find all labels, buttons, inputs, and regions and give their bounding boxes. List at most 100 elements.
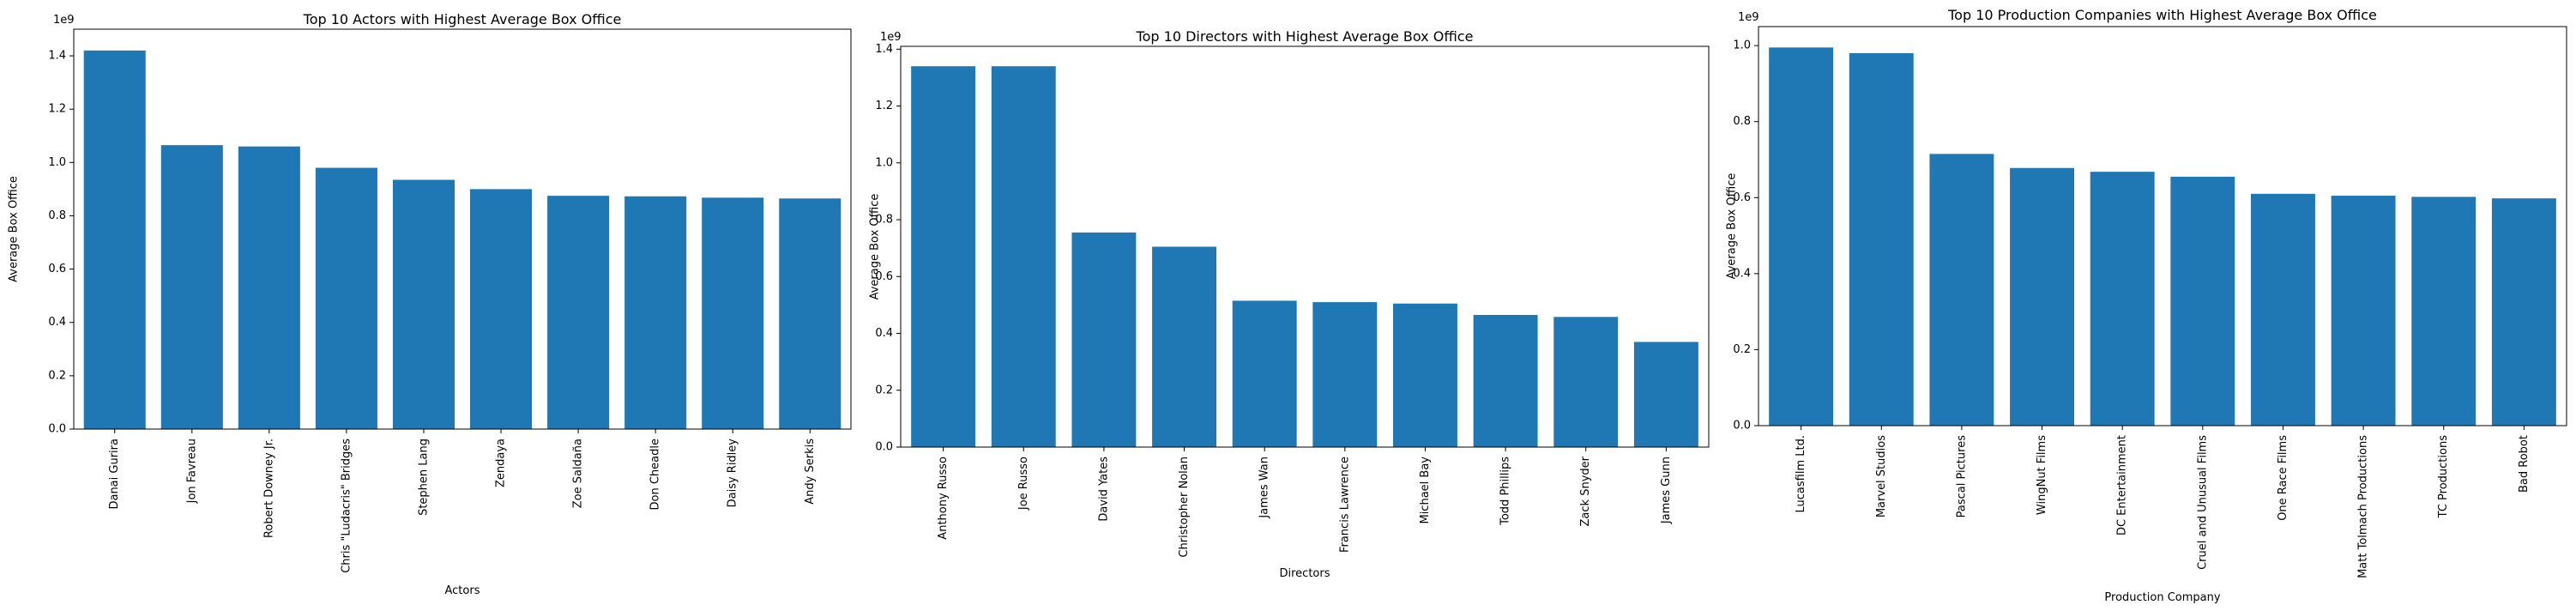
bar xyxy=(2010,167,2074,426)
bar xyxy=(238,146,300,429)
x-axis-label: Production Company xyxy=(2104,591,2220,604)
x-tick-label: DC Entertainment xyxy=(2116,435,2129,535)
y-tick-label: 0.8 xyxy=(875,214,893,227)
chart-panel-2: Anthony Russo Joe Russo David Yates Christo… xyxy=(869,28,1710,580)
bar xyxy=(779,198,842,429)
bar xyxy=(1849,53,1914,426)
y-tick-label: 0.0 xyxy=(48,423,66,436)
bar xyxy=(1769,47,1834,426)
bar xyxy=(2491,198,2556,426)
x-tick-label: Matt Tolmach Productions xyxy=(2357,435,2370,578)
x-tick-label: Zendaya xyxy=(495,439,508,487)
chart-panel-3: Lucasfilm Ltd. Marvel Studios Pascal Pictu… xyxy=(1726,7,2567,604)
x-tick-label: Chris "Ludacris" Bridges xyxy=(340,439,353,573)
y-tick-label: 1.2 xyxy=(875,100,893,112)
y-tick-label: 1.0 xyxy=(48,156,66,169)
y-offset-text: 1e9 xyxy=(880,31,902,44)
y-axis-label: Average Box Office xyxy=(8,176,21,282)
x-axis-label: Directors xyxy=(1280,567,1330,580)
x-tick-label: Zack Snyder xyxy=(1579,456,1592,526)
bar xyxy=(160,145,223,429)
x-tick-label: Stephen Lang xyxy=(417,439,430,516)
x-tick-label: Bad Robot xyxy=(2518,435,2531,493)
x-tick-label: Don Cheadle xyxy=(649,439,662,510)
y-tick-label: 1.0 xyxy=(1733,39,1751,52)
y-tick-label: 0.4 xyxy=(1733,267,1751,280)
x-tick-label: David Yates xyxy=(1097,457,1110,522)
bar xyxy=(1633,342,1698,447)
bar xyxy=(911,66,976,448)
bar xyxy=(2090,172,2155,426)
bar xyxy=(1312,302,1378,447)
y-tick-label: 0.2 xyxy=(875,384,893,396)
x-tick-label: Zoe Saldaña xyxy=(572,439,585,508)
x-tick-label: Michael Bay xyxy=(1419,457,1432,524)
y-offset-text: 1e9 xyxy=(1738,11,1759,24)
x-tick-label: Pascal Pictures xyxy=(1955,435,1968,518)
y-tick-label: 0.4 xyxy=(875,327,893,340)
x-tick-label: WingNut Films xyxy=(2036,435,2048,515)
x-tick-label: Cruel and Unusual Films xyxy=(2196,435,2209,570)
y-tick-label: 0.6 xyxy=(48,263,66,275)
x-tick-label: Anthony Russo xyxy=(937,457,950,540)
bar xyxy=(624,196,687,430)
x-tick-label: Robert Downey Jr. xyxy=(262,439,275,538)
x-tick-label: Joe Russo xyxy=(1017,457,1030,511)
x-tick-label: Francis Lawrence xyxy=(1338,457,1351,553)
bar xyxy=(83,50,146,429)
y-tick-label: 0.0 xyxy=(1733,420,1751,433)
x-tick-label: Andy Serkis xyxy=(804,439,817,505)
x-tick-label: Marvel Studios xyxy=(1875,435,1888,517)
x-tick-label: Lucasfilm Ltd. xyxy=(1795,435,1807,512)
bar xyxy=(1152,246,1216,447)
chart-panel-1: Danai Gurira Jon Favreau Robert Downey Jr.… xyxy=(8,11,852,597)
y-tick-label: 0.2 xyxy=(48,369,66,382)
x-tick-label: James Gunn xyxy=(1660,457,1673,524)
y-offset-text: 1e9 xyxy=(53,14,75,27)
bar xyxy=(547,196,610,430)
x-tick-label: Christopher Nolan xyxy=(1178,457,1191,558)
x-tick-label: TC Productions xyxy=(2437,435,2450,519)
x-tick-label: One Race Films xyxy=(2277,435,2289,521)
y-axis-label: Average Box Office xyxy=(1726,173,1739,280)
bar xyxy=(2251,193,2315,426)
y-tick-label: 0.2 xyxy=(1733,343,1751,356)
x-tick-label: James Wan xyxy=(1258,457,1271,519)
x-axis-label: Actors xyxy=(445,584,480,597)
y-tick-label: 0.4 xyxy=(48,316,66,329)
chart-title: Top 10 Actors with Highest Average Box O… xyxy=(303,11,622,27)
bar xyxy=(1232,300,1297,447)
axes-frame xyxy=(1758,26,2567,426)
bar xyxy=(2170,176,2235,426)
x-tick-label: Jon Favreau xyxy=(185,439,198,504)
y-tick-label: 1.0 xyxy=(875,156,893,169)
bar xyxy=(1393,303,1457,447)
bar xyxy=(991,66,1056,448)
y-tick-label: 1.4 xyxy=(48,50,66,63)
y-tick-label: 1.2 xyxy=(48,103,66,116)
chart-title: Top 10 Production Companies with Highest… xyxy=(1947,7,2377,23)
bar xyxy=(470,189,533,429)
y-tick-label: 0.6 xyxy=(1733,191,1751,204)
y-tick-label: 0.6 xyxy=(875,270,893,283)
y-tick-label: 0.8 xyxy=(48,209,66,222)
bar xyxy=(392,179,455,429)
axes-frame xyxy=(73,28,852,430)
chart-title: Top 10 Directors with Highest Average Bo… xyxy=(1136,28,1474,45)
bar xyxy=(1071,232,1137,447)
axes-frame xyxy=(900,45,1710,448)
x-tick-label: Todd Phillips xyxy=(1499,457,1512,526)
bar xyxy=(1929,154,1994,426)
bar xyxy=(1553,317,1619,447)
x-tick-label: Danai Gurira xyxy=(108,439,121,510)
y-tick-label: 0.0 xyxy=(875,441,893,454)
bar xyxy=(1473,314,1538,447)
bar xyxy=(702,197,764,429)
y-tick-label: 1.4 xyxy=(875,43,893,56)
x-tick-label: Daisy Ridley xyxy=(727,439,739,508)
bar xyxy=(2331,196,2396,426)
bar xyxy=(2411,197,2476,426)
bar xyxy=(315,167,377,430)
y-axis-label: Average Box Office xyxy=(869,194,882,300)
